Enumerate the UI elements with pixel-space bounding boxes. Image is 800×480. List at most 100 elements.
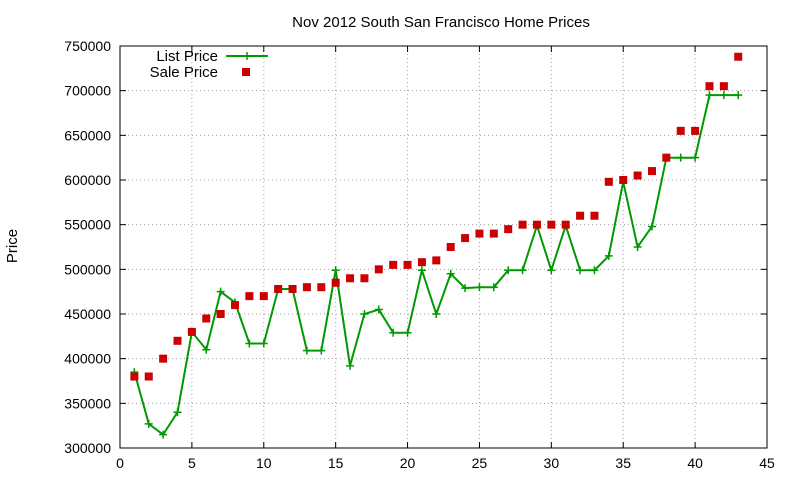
- y-tick-label: 300000: [64, 440, 111, 456]
- sale-price-point: [173, 336, 182, 345]
- sale-price-point: [360, 274, 369, 283]
- sale-price-point: [317, 283, 326, 292]
- list-price-point: [144, 419, 153, 428]
- y-tick-label: 450000: [64, 306, 111, 322]
- sale-price-point: [432, 256, 441, 265]
- plot-frame: [119, 45, 768, 449]
- sale-price-point: [144, 372, 153, 381]
- list-price-point: [691, 153, 700, 162]
- x-tick-label: 40: [687, 455, 703, 471]
- sale-price-point: [619, 176, 628, 184]
- list-price-point: [245, 339, 254, 348]
- sale-price-point: [417, 258, 426, 267]
- x-tick-label: 45: [759, 455, 775, 471]
- sale-price-point: [676, 126, 685, 135]
- legend-label-sale-price: Sale Price: [150, 64, 218, 81]
- sale-price-point: [216, 310, 225, 318]
- list-price-point: [734, 91, 743, 100]
- list-price-point: [633, 243, 642, 251]
- sale-price-point: [130, 372, 139, 381]
- y-tick-label: 500000: [64, 261, 111, 277]
- sale-price-point: [446, 243, 455, 251]
- sale-price-point: [475, 229, 484, 238]
- x-tick-label: 20: [400, 455, 416, 471]
- list-price-point: [432, 310, 441, 318]
- list-price-point: [259, 339, 268, 348]
- sale-price-point: [374, 265, 383, 274]
- sale-price-point: [662, 153, 671, 162]
- sale-price-point: [604, 177, 613, 186]
- sale-price-point: [489, 229, 498, 238]
- list-price-point: [489, 283, 498, 292]
- sale-price-point: [504, 225, 513, 234]
- list-price-point: [590, 266, 599, 275]
- sale-price-point: [288, 284, 297, 293]
- ticks: 0 5 10 15 20 25 30 35 40 45 300000 350000 400000 4500…: [64, 38, 775, 471]
- list-price-point: [547, 266, 556, 275]
- list-price-point: [676, 153, 685, 162]
- list-price-point: [461, 284, 470, 293]
- sale-price-point: [187, 327, 196, 336]
- list-price-point: [647, 222, 656, 231]
- y-tick-label: 600000: [64, 172, 111, 188]
- list-price-point: [518, 266, 527, 275]
- chart-title: Nov 2012 South San Francisco Home Prices: [292, 14, 590, 31]
- sale-price-point: [518, 220, 527, 229]
- sale-price-point: [403, 260, 412, 269]
- y-tick-label: 350000: [64, 395, 111, 411]
- x-tick-label: 30: [544, 455, 560, 471]
- sale-price-point: [633, 171, 642, 180]
- list-price-point: [705, 91, 714, 100]
- sale-price-point: [461, 234, 470, 243]
- sale-price-point: [719, 82, 728, 91]
- sale-price-point: [159, 354, 168, 363]
- y-tick-label: 400000: [64, 351, 111, 367]
- sale-price-point: [561, 220, 570, 229]
- sale-price-point: [331, 278, 340, 287]
- list-price-point: [604, 251, 613, 260]
- list-price-point: [417, 266, 426, 275]
- sale-price-point: [245, 292, 254, 301]
- sale-price-point: [346, 274, 355, 283]
- x-tick-label: 35: [615, 455, 631, 471]
- y-axis-label: Price: [4, 229, 21, 263]
- sale-price-point: [576, 211, 585, 220]
- list-price-point: [576, 266, 585, 275]
- sale-price-point: [691, 126, 700, 135]
- list-price-point: [403, 328, 412, 337]
- sale-price-point: [734, 52, 743, 61]
- y-tick-label: 750000: [64, 38, 111, 54]
- list-price-point: [446, 269, 455, 278]
- y-tick-label: 650000: [64, 127, 111, 143]
- legend-label-list-price: List Price: [156, 48, 218, 65]
- sale-price-point: [647, 167, 656, 176]
- sale-price-point: [547, 220, 556, 229]
- sale-price-point: [705, 82, 714, 91]
- sale-price-point: [274, 284, 283, 293]
- list-price-point: [331, 266, 340, 275]
- sale-price-point: [532, 220, 541, 229]
- x-tick-label: 10: [256, 455, 272, 471]
- list-price-point: [302, 346, 311, 355]
- list-price-point: [475, 283, 484, 292]
- sale-price-point: [302, 283, 311, 292]
- plot-area: [130, 52, 743, 439]
- list-price-point: [504, 266, 513, 275]
- list-price-point: [719, 91, 728, 100]
- x-tick-label: 15: [328, 455, 344, 471]
- list-price-point: [216, 287, 225, 296]
- x-tick-label: 25: [472, 455, 488, 471]
- list-price-point: [202, 345, 211, 354]
- sale-price-point: [202, 314, 211, 323]
- x-tick-label: 5: [188, 455, 196, 471]
- sale-price-point: [590, 211, 599, 220]
- list-price-point: [159, 430, 168, 439]
- y-tick-label: 550000: [64, 217, 111, 233]
- list-price-point: [173, 408, 182, 417]
- legend-marker-sale-price: [242, 68, 250, 76]
- sale-price-point: [231, 301, 240, 310]
- legend-marker-list-price: [243, 52, 251, 60]
- x-tick-label: 0: [116, 455, 124, 471]
